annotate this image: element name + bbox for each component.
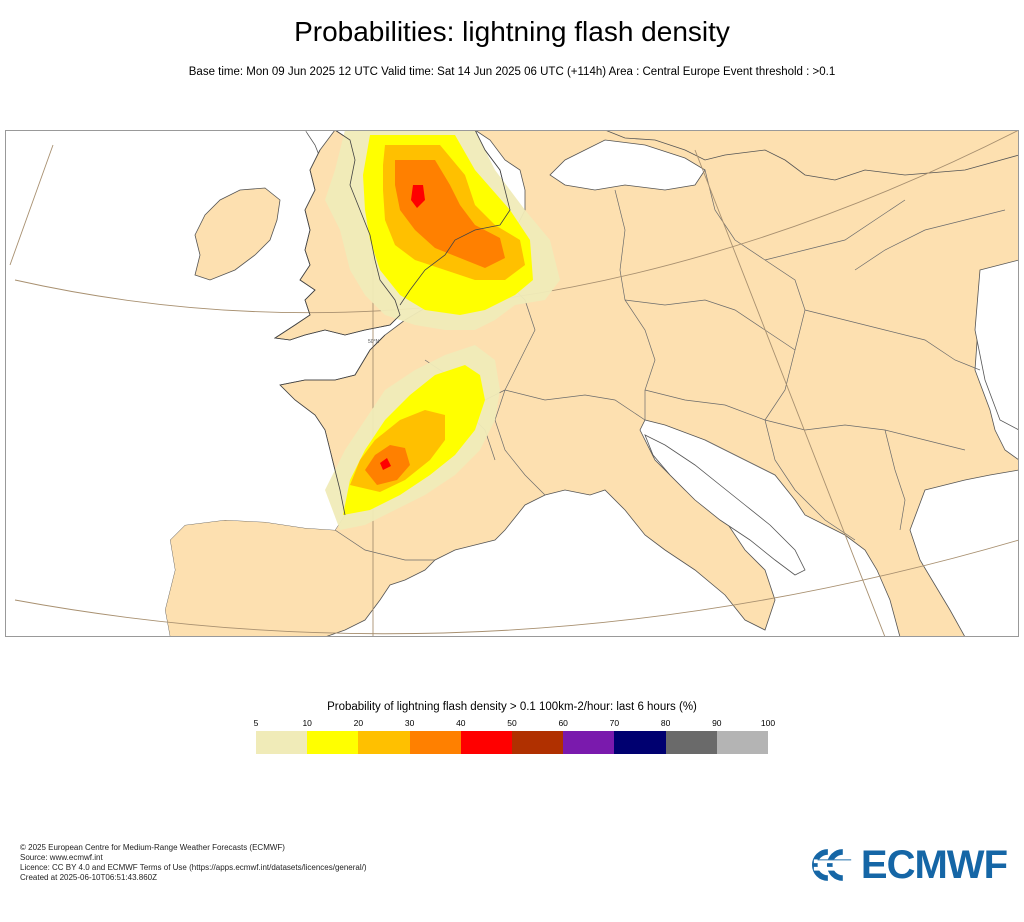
land-scandinavia bbox=[604, 130, 1019, 181]
legend-swatch-4 bbox=[460, 731, 513, 754]
legend-tick: 60 bbox=[558, 718, 568, 728]
legend-swatch-5 bbox=[512, 731, 564, 754]
prob-40-south bbox=[380, 458, 391, 470]
legend-swatch-3 bbox=[409, 731, 461, 754]
footer-credits: © 2025 European Centre for Medium-Range … bbox=[20, 843, 367, 883]
legend-tick: 30 bbox=[404, 718, 415, 728]
legend-swatch-0 bbox=[256, 731, 308, 754]
legend-tick: 80 bbox=[660, 718, 671, 728]
ecmwf-logo: ECMWF bbox=[812, 843, 1008, 887]
legend-colorbar bbox=[256, 731, 769, 754]
legend-swatch-2 bbox=[358, 731, 410, 754]
latitude-label: 50°N bbox=[368, 339, 380, 345]
legend-tick: 70 bbox=[609, 718, 620, 728]
ecmwf-logo-icon bbox=[812, 849, 854, 881]
coastlines bbox=[273, 130, 511, 516]
map-frame bbox=[5, 130, 1019, 637]
sea-mediterranean bbox=[385, 502, 765, 637]
legend-tick: 90 bbox=[712, 718, 722, 728]
map-panel: 50°N bbox=[5, 130, 1019, 637]
footer-created: Created at 2025-06-10T06:51:43.860Z bbox=[20, 873, 157, 882]
legend-tick: 40 bbox=[456, 718, 466, 728]
sea-aegean bbox=[909, 469, 1019, 637]
legend-tick: 10 bbox=[302, 718, 312, 728]
legend-tick: 100 bbox=[760, 718, 776, 728]
footer-licence: Licence: CC BY 4.0 and ECMWF Terms of Us… bbox=[20, 863, 367, 872]
legend-ticks: 5 10 20 30 40 50 60 70 80 90 100 bbox=[253, 718, 775, 730]
map-svg: 50°N bbox=[5, 130, 1019, 637]
sea-baltic bbox=[549, 139, 706, 191]
legend-swatch-9 bbox=[716, 731, 769, 754]
country-borders bbox=[334, 169, 1006, 561]
probability-shading bbox=[325, 130, 560, 530]
land-ireland bbox=[194, 187, 281, 281]
chart-title: Probabilities: lightning flash density bbox=[294, 16, 730, 47]
legend-title: Probability of lightning flash density >… bbox=[327, 701, 697, 713]
sea-adriatic bbox=[644, 434, 806, 576]
prob-40-north bbox=[411, 185, 425, 208]
legend-tick: 20 bbox=[353, 718, 364, 728]
sea-black-sea bbox=[974, 259, 1019, 431]
ecmwf-logo-text: ECMWF bbox=[860, 843, 1008, 887]
sea-atlantic bbox=[5, 130, 345, 637]
footer-source: Source: www.ecmwf.int bbox=[20, 853, 103, 862]
chart-subtitle: Base time: Mon 09 Jun 2025 12 UTC Valid … bbox=[188, 66, 836, 78]
legend-tick: 50 bbox=[507, 718, 517, 728]
legend-swatch-1 bbox=[307, 731, 359, 754]
legend-swatch-6 bbox=[563, 731, 615, 754]
legend-swatch-7 bbox=[614, 731, 666, 754]
legend-tick: 5 bbox=[253, 718, 259, 728]
legend-swatch-8 bbox=[665, 731, 717, 754]
footer-copyright: © 2025 European Centre for Medium-Range … bbox=[20, 843, 285, 852]
